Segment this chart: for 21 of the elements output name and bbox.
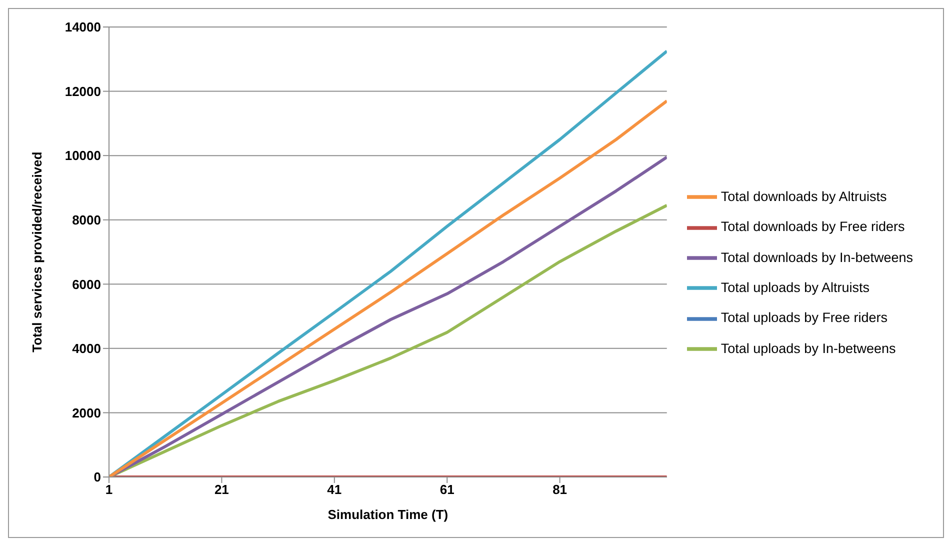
x-tick-label: 1	[105, 482, 113, 498]
legend-label: Total uploads by In-betweens	[720, 340, 896, 356]
y-tick-label: 0	[94, 470, 101, 485]
y-tick-label: 2000	[72, 405, 101, 420]
x-tick-label: 81	[552, 482, 568, 498]
legend-label: Total uploads by Altruists	[720, 280, 870, 295]
legend-label: Total uploads by Free riders	[720, 310, 888, 326]
x-tick-label: 21	[214, 482, 229, 498]
x-axis-title: Simulation Time (T)	[328, 507, 448, 522]
x-tick-label: 41	[327, 482, 342, 498]
y-tick-label: 8000	[72, 212, 101, 228]
y-tick-label: 12000	[64, 84, 101, 99]
y-tick-label: 4000	[72, 341, 101, 356]
y-tick-label: 6000	[72, 276, 101, 292]
y-tick-label: 10000	[64, 148, 101, 164]
y-axis-title: Total services provided/received	[30, 152, 45, 352]
x-tick-label: 61	[440, 482, 454, 498]
legend-label: Total downloads by In-betweens	[720, 250, 913, 265]
legend-label: Total downloads by Free riders	[720, 219, 905, 234]
legend-label: Total downloads by Altruists	[720, 188, 887, 204]
y-tick-label: 14000	[64, 20, 101, 35]
